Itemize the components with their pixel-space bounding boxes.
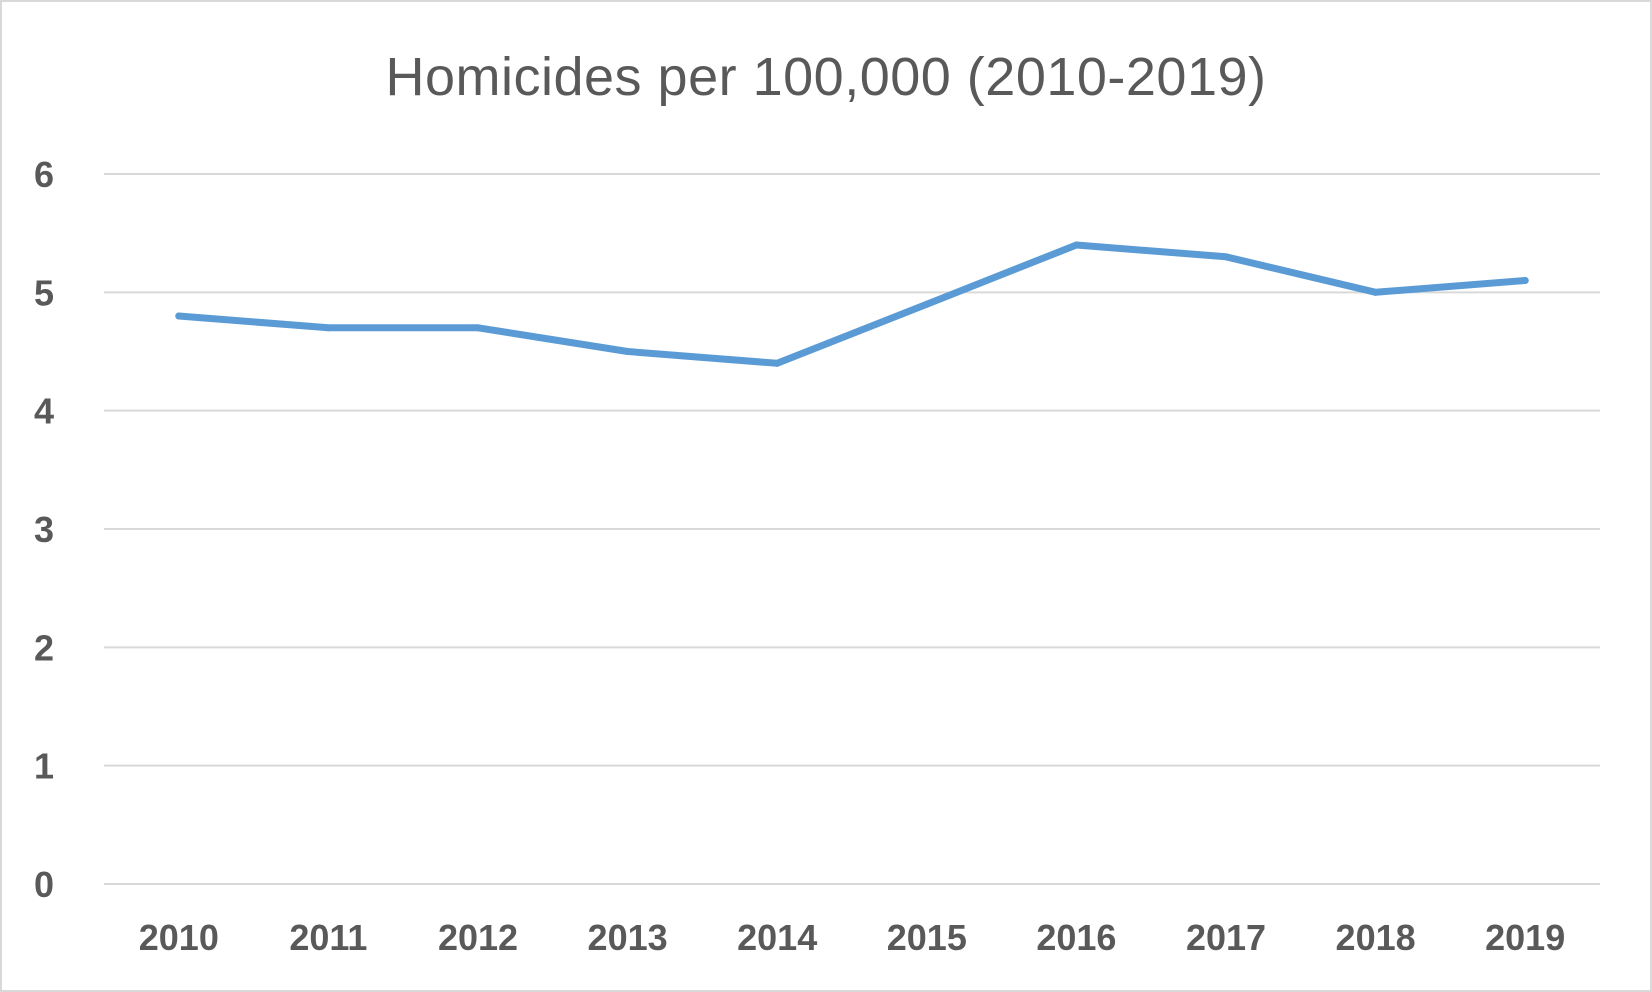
y-tick-label: 4 bbox=[34, 391, 54, 432]
y-axis-tick-labels: 0 1 2 3 4 5 6 bbox=[34, 154, 54, 905]
series-line-0 bbox=[175, 241, 1529, 367]
series-group bbox=[175, 241, 1529, 367]
data-point-2018 bbox=[1372, 288, 1380, 296]
x-tick-label: 2018 bbox=[1336, 917, 1416, 958]
data-point-2019 bbox=[1521, 277, 1529, 284]
x-axis-tick-labels: 2010 2011 2012 2013 2014 2015 2016 2017 2018 2019 bbox=[139, 917, 1565, 958]
x-tick-label: 2013 bbox=[588, 917, 668, 958]
x-tick-label: 2016 bbox=[1036, 917, 1116, 958]
x-tick-label: 2017 bbox=[1186, 917, 1266, 958]
x-tick-label: 2012 bbox=[438, 917, 518, 958]
data-point-2010 bbox=[175, 312, 183, 320]
y-tick-label: 2 bbox=[34, 627, 54, 668]
gridlines bbox=[104, 173, 1600, 885]
data-point-2015 bbox=[923, 300, 931, 308]
y-tick-label: 1 bbox=[34, 746, 54, 787]
chart-title: Homicides per 100,000 (2010-2019) bbox=[385, 47, 1267, 107]
y-tick-label: 5 bbox=[34, 272, 54, 313]
x-tick-label: 2015 bbox=[887, 917, 967, 958]
data-point-2011 bbox=[324, 324, 332, 332]
data-point-2017 bbox=[1222, 253, 1230, 261]
y-tick-label: 6 bbox=[34, 154, 54, 195]
y-tick-label: 0 bbox=[34, 864, 54, 905]
data-point-2012 bbox=[474, 324, 482, 332]
x-tick-label: 2011 bbox=[289, 917, 367, 958]
x-tick-label: 2019 bbox=[1485, 917, 1565, 958]
data-point-2016 bbox=[1072, 241, 1080, 249]
y-tick-label: 3 bbox=[34, 509, 54, 550]
x-tick-label: 2010 bbox=[139, 917, 219, 958]
data-point-2013 bbox=[624, 348, 632, 355]
x-tick-label: 2014 bbox=[737, 917, 817, 958]
data-point-2014 bbox=[773, 359, 781, 367]
